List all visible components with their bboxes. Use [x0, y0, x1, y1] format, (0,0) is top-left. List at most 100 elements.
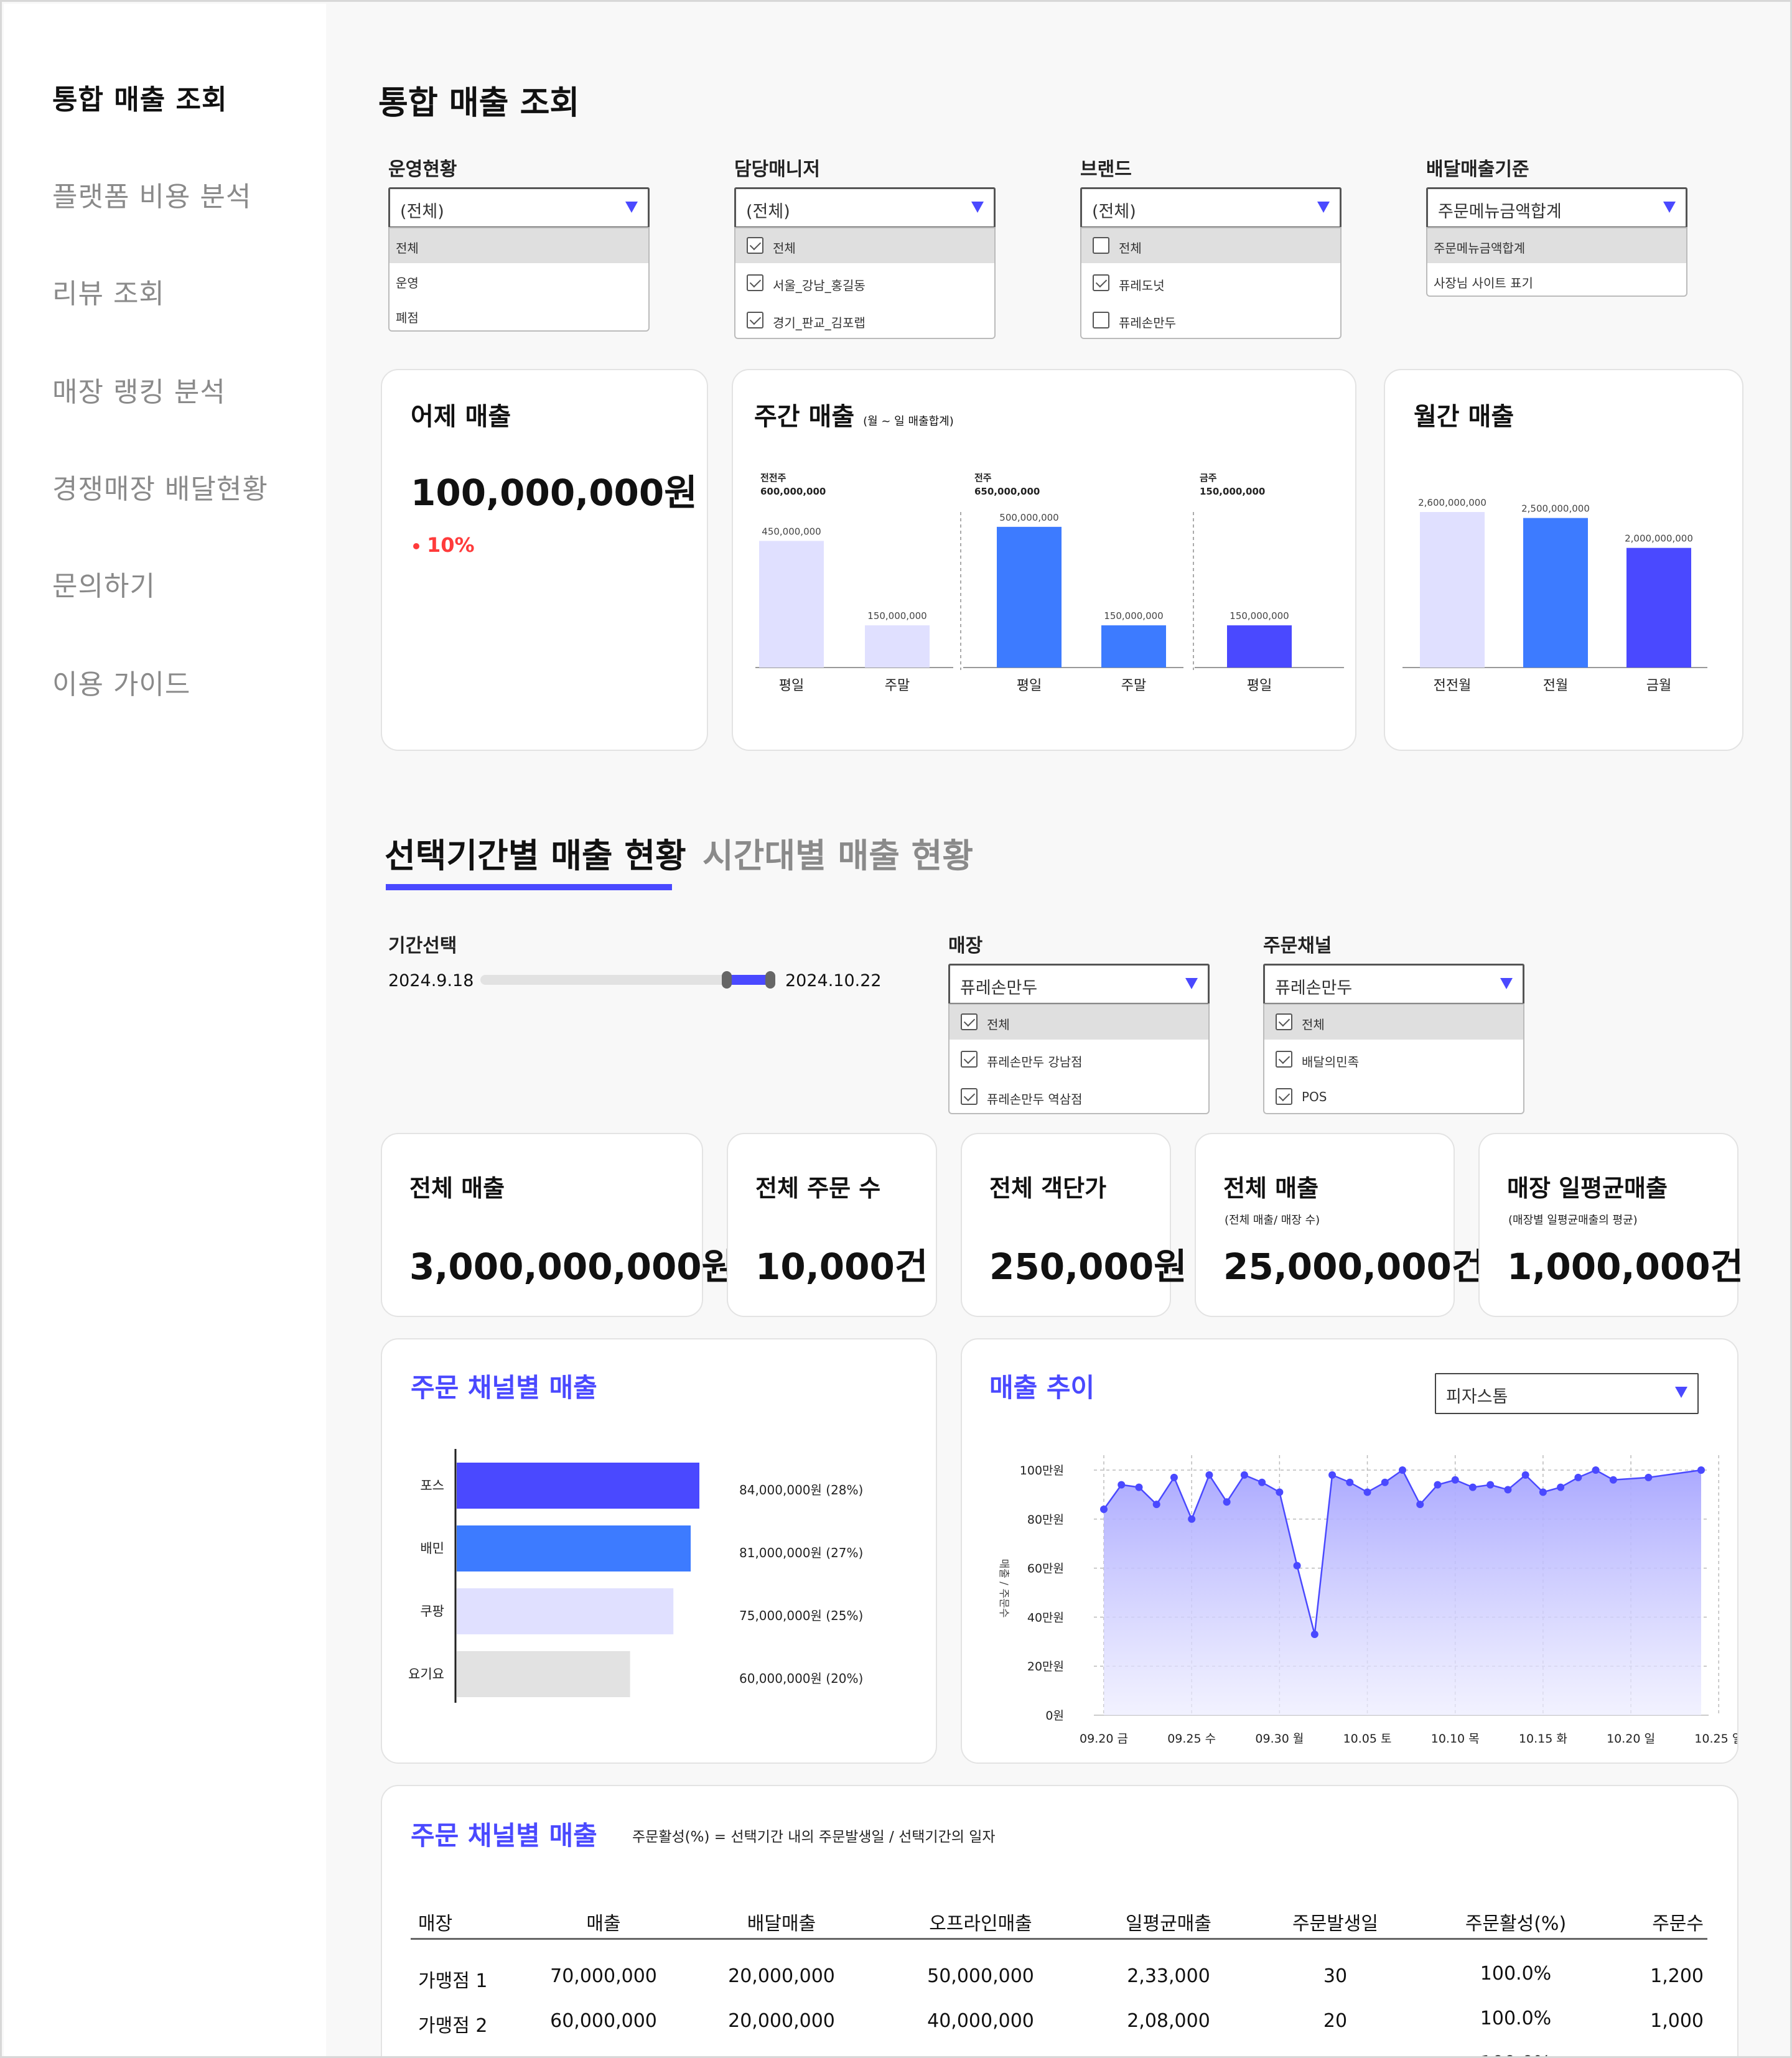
data-point: [1504, 1486, 1512, 1494]
table-header-cell: 주문수: [1652, 1913, 1704, 1935]
checkbox-icon[interactable]: [1093, 237, 1109, 254]
group-total: 600,000,000: [760, 486, 826, 497]
checkbox-checked-icon[interactable]: [961, 1051, 978, 1068]
store-option[interactable]: 퓨레손만두 강남점: [950, 1042, 1208, 1077]
sidebar-item-store-ranking[interactable]: 매장 랭킹 분석: [52, 376, 226, 408]
table-cell: 100.0%: [1422, 2052, 1609, 2056]
checkbox-checked-icon[interactable]: [1276, 1013, 1292, 1030]
x-tick-label: 10.25 일: [1694, 1732, 1737, 1746]
data-point: [1486, 1481, 1495, 1489]
checkbox-checked-icon[interactable]: [747, 237, 763, 254]
sidebar-item-platform-cost[interactable]: 플랫폼 비용 분석: [52, 181, 252, 213]
bar-value-label: 75,000,000원 (25%): [739, 1608, 863, 1623]
delivery-basis-option[interactable]: 사장님 사이트 표기: [1434, 276, 1533, 291]
store-option-label: 퓨레손만두 강남점: [987, 1055, 1083, 1069]
channel-option[interactable]: POS: [1264, 1079, 1523, 1114]
checkbox-checked-icon[interactable]: [1276, 1088, 1292, 1105]
checkbox-checked-icon[interactable]: [1093, 274, 1109, 291]
bar-category-label: 전월: [1543, 678, 1568, 694]
sidebar-item-integrated-sales[interactable]: 통합 매출 조회: [52, 84, 228, 116]
channel-option[interactable]: 배달의민족: [1264, 1042, 1523, 1077]
brand-option[interactable]: 퓨레도넛: [1081, 266, 1340, 300]
data-point: [1416, 1501, 1424, 1509]
kpi-title: 매장 일평균매출: [1507, 1175, 1668, 1202]
channel-option-label: POS: [1302, 1089, 1327, 1104]
chevron-down-icon: [1317, 202, 1330, 213]
brand-filter-label: 브랜드: [1080, 159, 1132, 180]
kpi-card-order-count: 전체 주문 수 10,000건: [727, 1133, 937, 1317]
table-cell: 40,000,000: [927, 2010, 1034, 2032]
status-option[interactable]: 전체: [390, 228, 648, 263]
channel-option[interactable]: 전체: [1264, 1005, 1523, 1040]
bar-value-label: 60,000,000원 (20%): [739, 1671, 863, 1686]
data-point: [1381, 1478, 1389, 1486]
manager-option[interactable]: 전체: [735, 228, 994, 263]
manager-select[interactable]: (전체): [734, 187, 996, 228]
store-filter-label: 매장: [948, 935, 983, 957]
bar-category-label: 평일: [1017, 678, 1042, 694]
channel-sales-card: 주문 채널별 매출 포스 84,000,000원 (28%) 배민 81,000,00…: [381, 1338, 937, 1764]
brand-option[interactable]: 퓨레손만두: [1081, 303, 1340, 338]
data-point: [1205, 1471, 1213, 1479]
brand-option[interactable]: 전체: [1081, 228, 1340, 263]
bar-value-label: 500,000,000: [999, 512, 1058, 523]
status-filter-label: 운영현황: [388, 159, 457, 180]
sidebar-item-reviews[interactable]: 리뷰 조회: [52, 278, 165, 310]
table-cell: 50,000,000: [927, 1965, 1034, 1987]
chevron-down-icon: [1663, 202, 1676, 213]
checkbox-checked-icon[interactable]: [961, 1013, 978, 1030]
data-point: [1170, 1473, 1178, 1481]
monthly-bar-chart: 2,600,000,000 전전월 2,500,000,000 전월 2,000,000…: [1402, 497, 1707, 694]
checkbox-checked-icon[interactable]: [747, 274, 763, 291]
sidebar-item-competitor-delivery[interactable]: 경쟁매장 배달현황: [52, 473, 268, 505]
manager-option[interactable]: 서울_강남_홍길동: [735, 266, 994, 300]
checkbox-checked-icon[interactable]: [961, 1088, 978, 1105]
kpi-title: 전체 매출: [409, 1175, 505, 1202]
checkbox-checked-icon[interactable]: [1276, 1051, 1292, 1068]
x-tick-label: 10.10 목: [1431, 1732, 1480, 1746]
trend-store-select[interactable]: 피자스톰: [1435, 1373, 1699, 1414]
y-axis-label: 매출 / 주문수: [997, 1559, 1010, 1618]
bar: [1227, 625, 1292, 668]
tab-period-sales[interactable]: 선택기간별 매출 현황: [385, 836, 686, 875]
x-tick-label: 10.20 일: [1607, 1732, 1655, 1746]
tab-hourly-sales[interactable]: 시간대별 매출 현황: [702, 836, 974, 875]
sidebar-item-guide[interactable]: 이용 가이드: [52, 669, 191, 701]
delivery-basis-select[interactable]: 주문메뉴금액합계: [1426, 187, 1687, 228]
y-tick-label: 80만원: [1027, 1513, 1064, 1527]
group-total: 650,000,000: [974, 486, 1040, 497]
store-select[interactable]: 퓨레손만두: [948, 964, 1210, 1005]
kpi-subtitle: (전체 매출/ 매장 수): [1225, 1214, 1320, 1227]
store-option[interactable]: 전체: [950, 1005, 1208, 1040]
brand-select[interactable]: (전체): [1080, 187, 1342, 228]
data-point: [1240, 1471, 1248, 1479]
store-table-card: 주문 채널별 매출 주문활성(%) = 선택기간 내의 주문발생일 / 선택기간…: [381, 1785, 1738, 2056]
category-label: 배민: [420, 1541, 444, 1556]
chevron-down-icon: [1185, 978, 1198, 989]
checkbox-icon[interactable]: [1093, 312, 1109, 328]
checkbox-checked-icon[interactable]: [747, 312, 763, 328]
brand-option-label: 퓨레손만두: [1119, 315, 1176, 330]
kpi-subtitle: (매장별 일평균매출의 평균): [1508, 1214, 1638, 1227]
chevron-down-icon: [971, 202, 984, 213]
status-select[interactable]: (전체): [388, 187, 650, 228]
store-option[interactable]: 퓨레손만두 역삼점: [950, 1079, 1208, 1114]
period-slider-track[interactable]: [480, 971, 775, 989]
period-label: 기간선택: [388, 935, 457, 957]
manager-option[interactable]: 경기_판교_김포랩: [735, 303, 994, 338]
bar: [1101, 625, 1166, 668]
table-cell: 1,000: [1650, 2010, 1704, 2032]
status-option[interactable]: 폐점: [396, 310, 419, 325]
y-tick-label: 100만원: [1020, 1464, 1064, 1478]
delivery-basis-option[interactable]: 주문메뉴금액합계: [1427, 228, 1686, 263]
period-slider-start-handle[interactable]: [722, 971, 732, 989]
store-option-label: 전체: [987, 1017, 1010, 1032]
manager-option-label: 경기_판교_김포랩: [773, 315, 866, 330]
period-slider-end-handle[interactable]: [765, 971, 775, 989]
channel-select[interactable]: 퓨레손만두: [1263, 964, 1524, 1005]
page-title: 통합 매출 조회: [378, 85, 580, 122]
active-tab-underline: [386, 884, 672, 890]
sidebar-item-inquiry[interactable]: 문의하기: [52, 570, 156, 602]
status-option[interactable]: 운영: [396, 276, 419, 291]
